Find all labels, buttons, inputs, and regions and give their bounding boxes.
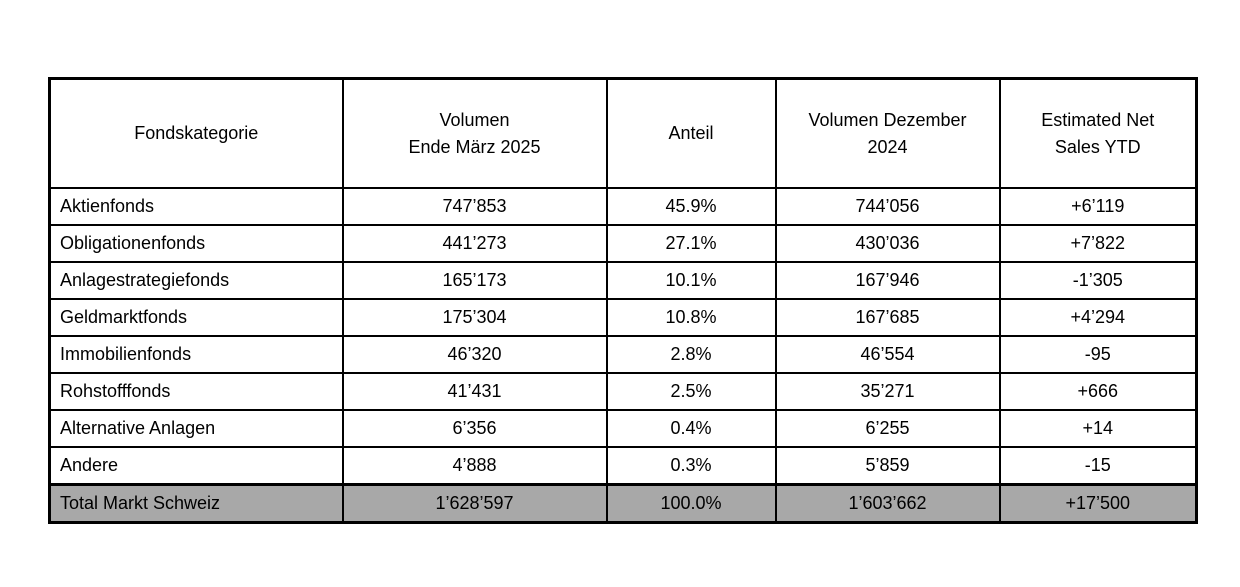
table-body: Aktienfonds 747’853 45.9% 744’056 +6’119… bbox=[48, 187, 1198, 524]
cell-net-sales-ytd: +7’822 bbox=[998, 224, 1198, 263]
table-row-geldmarktfonds: Geldmarktfonds 175’304 10.8% 167’685 +4’… bbox=[48, 298, 1198, 337]
total-row: Total Markt Schweiz 1’628’597 100.0% 1’6… bbox=[48, 483, 1198, 524]
fund-statistics-table-container: Fondskategorie Volumen Ende März 2025 An… bbox=[48, 77, 1198, 524]
cell-net-sales-ytd: +666 bbox=[998, 372, 1198, 411]
table-row-rohstofffonds: Rohstofffonds 41’431 2.5% 35’271 +666 bbox=[48, 372, 1198, 411]
total-cell-category: Total Markt Schweiz bbox=[48, 483, 344, 524]
header-row: Fondskategorie Volumen Ende März 2025 An… bbox=[48, 77, 1198, 189]
table-row-immobilienfonds: Immobilienfonds 46’320 2.8% 46’554 -95 bbox=[48, 335, 1198, 374]
cell-category: Anlagestrategiefonds bbox=[48, 261, 344, 300]
table-row-alternative-anlagen: Alternative Anlagen 6’356 0.4% 6’255 +14 bbox=[48, 409, 1198, 448]
cell-category: Obligationenfonds bbox=[48, 224, 344, 263]
total-cell-volume-mar-2025: 1’628’597 bbox=[341, 483, 608, 524]
table-row-aktienfonds: Aktienfonds 747’853 45.9% 744’056 +6’119 bbox=[48, 187, 1198, 226]
cell-net-sales-ytd: +14 bbox=[998, 409, 1198, 448]
cell-volume-mar-2025: 41’431 bbox=[341, 372, 608, 411]
cell-volume-dec-2024: 744’056 bbox=[774, 187, 1001, 226]
cell-net-sales-ytd: -15 bbox=[998, 446, 1198, 486]
cell-volume-dec-2024: 35’271 bbox=[774, 372, 1001, 411]
cell-volume-mar-2025: 46’320 bbox=[341, 335, 608, 374]
cell-net-sales-ytd: -1’305 bbox=[998, 261, 1198, 300]
table-row-obligationenfonds: Obligationenfonds 441’273 27.1% 430’036 … bbox=[48, 224, 1198, 263]
header-estimated-net-sales-ytd: Estimated Net Sales YTD bbox=[998, 77, 1198, 189]
cell-category: Immobilienfonds bbox=[48, 335, 344, 374]
table-header: Fondskategorie Volumen Ende März 2025 An… bbox=[48, 77, 1198, 189]
total-cell-volume-dec-2024: 1’603’662 bbox=[774, 483, 1001, 524]
cell-volume-mar-2025: 175’304 bbox=[341, 298, 608, 337]
cell-share: 45.9% bbox=[605, 187, 777, 226]
total-cell-net-sales-ytd: +17’500 bbox=[998, 483, 1198, 524]
cell-net-sales-ytd: +4’294 bbox=[998, 298, 1198, 337]
cell-share: 2.5% bbox=[605, 372, 777, 411]
cell-share: 0.4% bbox=[605, 409, 777, 448]
table-row-anlagestrategiefonds: Anlagestrategiefonds 165’173 10.1% 167’9… bbox=[48, 261, 1198, 300]
cell-share: 10.8% bbox=[605, 298, 777, 337]
fund-statistics-table: Fondskategorie Volumen Ende März 2025 An… bbox=[48, 77, 1198, 524]
cell-category: Andere bbox=[48, 446, 344, 486]
cell-net-sales-ytd: -95 bbox=[998, 335, 1198, 374]
cell-share: 10.1% bbox=[605, 261, 777, 300]
cell-volume-dec-2024: 167’946 bbox=[774, 261, 1001, 300]
cell-category: Geldmarktfonds bbox=[48, 298, 344, 337]
cell-volume-dec-2024: 430’036 bbox=[774, 224, 1001, 263]
cell-share: 27.1% bbox=[605, 224, 777, 263]
cell-volume-mar-2025: 165’173 bbox=[341, 261, 608, 300]
cell-category: Alternative Anlagen bbox=[48, 409, 344, 448]
cell-share: 0.3% bbox=[605, 446, 777, 486]
cell-volume-mar-2025: 6’356 bbox=[341, 409, 608, 448]
cell-volume-dec-2024: 5’859 bbox=[774, 446, 1001, 486]
header-anteil: Anteil bbox=[605, 77, 777, 189]
cell-category: Rohstofffonds bbox=[48, 372, 344, 411]
cell-category: Aktienfonds bbox=[48, 187, 344, 226]
cell-volume-dec-2024: 167’685 bbox=[774, 298, 1001, 337]
header-fondskategorie: Fondskategorie bbox=[48, 77, 344, 189]
table-row-andere: Andere 4’888 0.3% 5’859 -15 bbox=[48, 446, 1198, 486]
cell-volume-mar-2025: 4’888 bbox=[341, 446, 608, 486]
total-cell-share: 100.0% bbox=[605, 483, 777, 524]
cell-net-sales-ytd: +6’119 bbox=[998, 187, 1198, 226]
cell-volume-mar-2025: 441’273 bbox=[341, 224, 608, 263]
cell-volume-dec-2024: 6’255 bbox=[774, 409, 1001, 448]
cell-volume-dec-2024: 46’554 bbox=[774, 335, 1001, 374]
cell-share: 2.8% bbox=[605, 335, 777, 374]
cell-volume-mar-2025: 747’853 bbox=[341, 187, 608, 226]
header-volumen-dezember-2024: Volumen Dezember 2024 bbox=[774, 77, 1001, 189]
header-volumen-ende-maerz-2025: Volumen Ende März 2025 bbox=[341, 77, 608, 189]
